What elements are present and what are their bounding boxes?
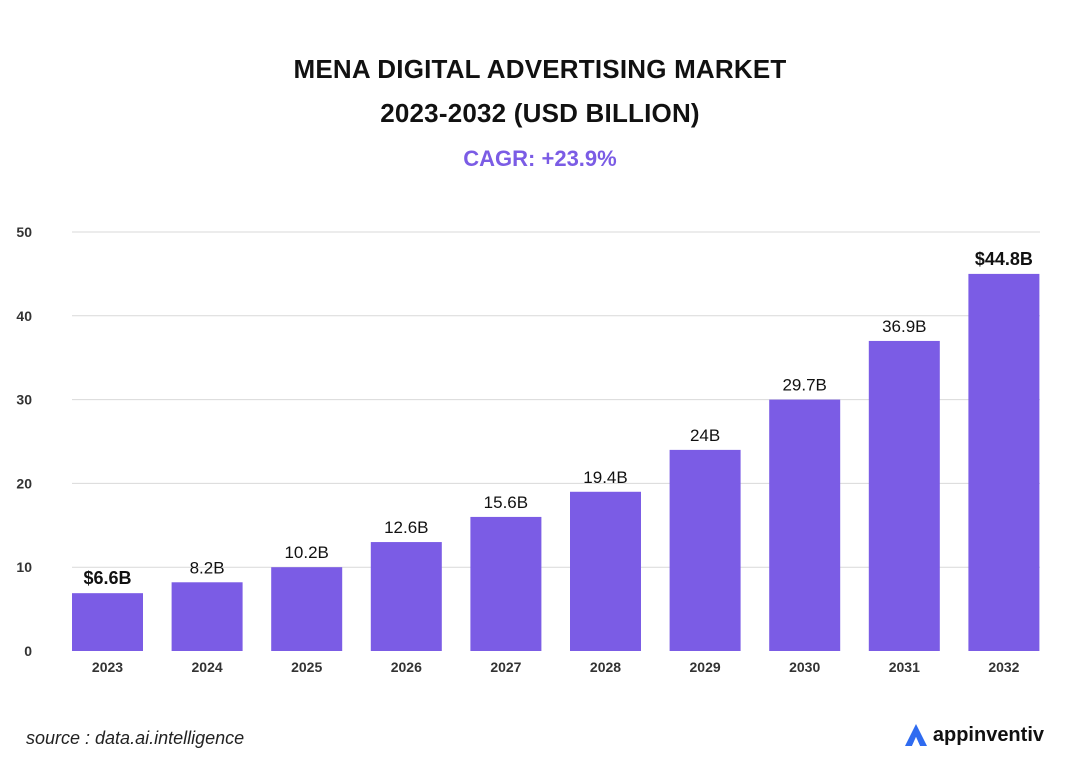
data-label-2030: 29.7B xyxy=(782,376,826,395)
x-tick-label-2025: 2025 xyxy=(291,659,322,675)
x-tick-label-2027: 2027 xyxy=(490,659,521,675)
x-tick-label-2028: 2028 xyxy=(590,659,621,675)
bar-2029 xyxy=(669,449,741,651)
data-label-2032: $44.8B xyxy=(975,249,1033,269)
bar-2025 xyxy=(271,567,343,651)
label-layer: $6.6B 8.2B 10.2B 12.6B 15.6B 19.4B 24B 29.7B 36.… xyxy=(83,249,1032,588)
x-tick-label-2023: 2023 xyxy=(92,659,123,675)
data-label-2026: 12.6B xyxy=(384,518,428,537)
bar-2031 xyxy=(868,340,940,651)
x-tick-label-2029: 2029 xyxy=(690,659,721,675)
bar-2032 xyxy=(968,273,1040,651)
source-note: source : data.ai.intelligence xyxy=(26,728,245,748)
data-label-2023: $6.6B xyxy=(83,568,131,588)
x-tick-label-2031: 2031 xyxy=(889,659,920,675)
appinventiv-logo-icon xyxy=(904,724,927,746)
x-tick-label-2032: 2032 xyxy=(988,659,1019,675)
cagr-subtitle: CAGR: +23.9% xyxy=(463,146,617,171)
x-tick-label-2026: 2026 xyxy=(391,659,422,675)
brand-name: appinventiv xyxy=(932,723,1044,746)
bar-2028 xyxy=(570,491,641,651)
bar-2023 xyxy=(72,593,143,651)
data-label-2029: 24B xyxy=(690,426,720,445)
data-label-2027: 15.6B xyxy=(484,493,528,512)
x-tick-label-2030: 2030 xyxy=(789,659,820,675)
chart-title-line2: 2023-2032 (USD BILLION) xyxy=(380,98,700,128)
y-tick-label-50: 50 xyxy=(16,224,32,240)
bar-layer xyxy=(72,273,1040,651)
bar-2030 xyxy=(769,399,841,651)
x-tick-label-2024: 2024 xyxy=(192,659,223,675)
y-tick-label-30: 30 xyxy=(16,392,32,408)
y-tick-label-0: 0 xyxy=(24,643,32,659)
y-tick-label-40: 40 xyxy=(16,308,32,324)
bar-2024 xyxy=(171,582,243,651)
data-label-2028: 19.4B xyxy=(583,468,627,487)
data-label-2025: 10.2B xyxy=(284,543,328,562)
y-tick-label-10: 10 xyxy=(16,559,32,575)
data-label-2031: 36.9B xyxy=(882,317,926,336)
bar-2027 xyxy=(470,516,542,651)
y-tick-label-20: 20 xyxy=(16,475,32,491)
data-label-2024: 8.2B xyxy=(190,558,225,577)
chart-title-line1: MENA DIGITAL ADVERTISING MARKET xyxy=(293,54,787,84)
brand-logo: appinventiv xyxy=(903,722,1044,748)
bar-2026 xyxy=(370,542,442,651)
